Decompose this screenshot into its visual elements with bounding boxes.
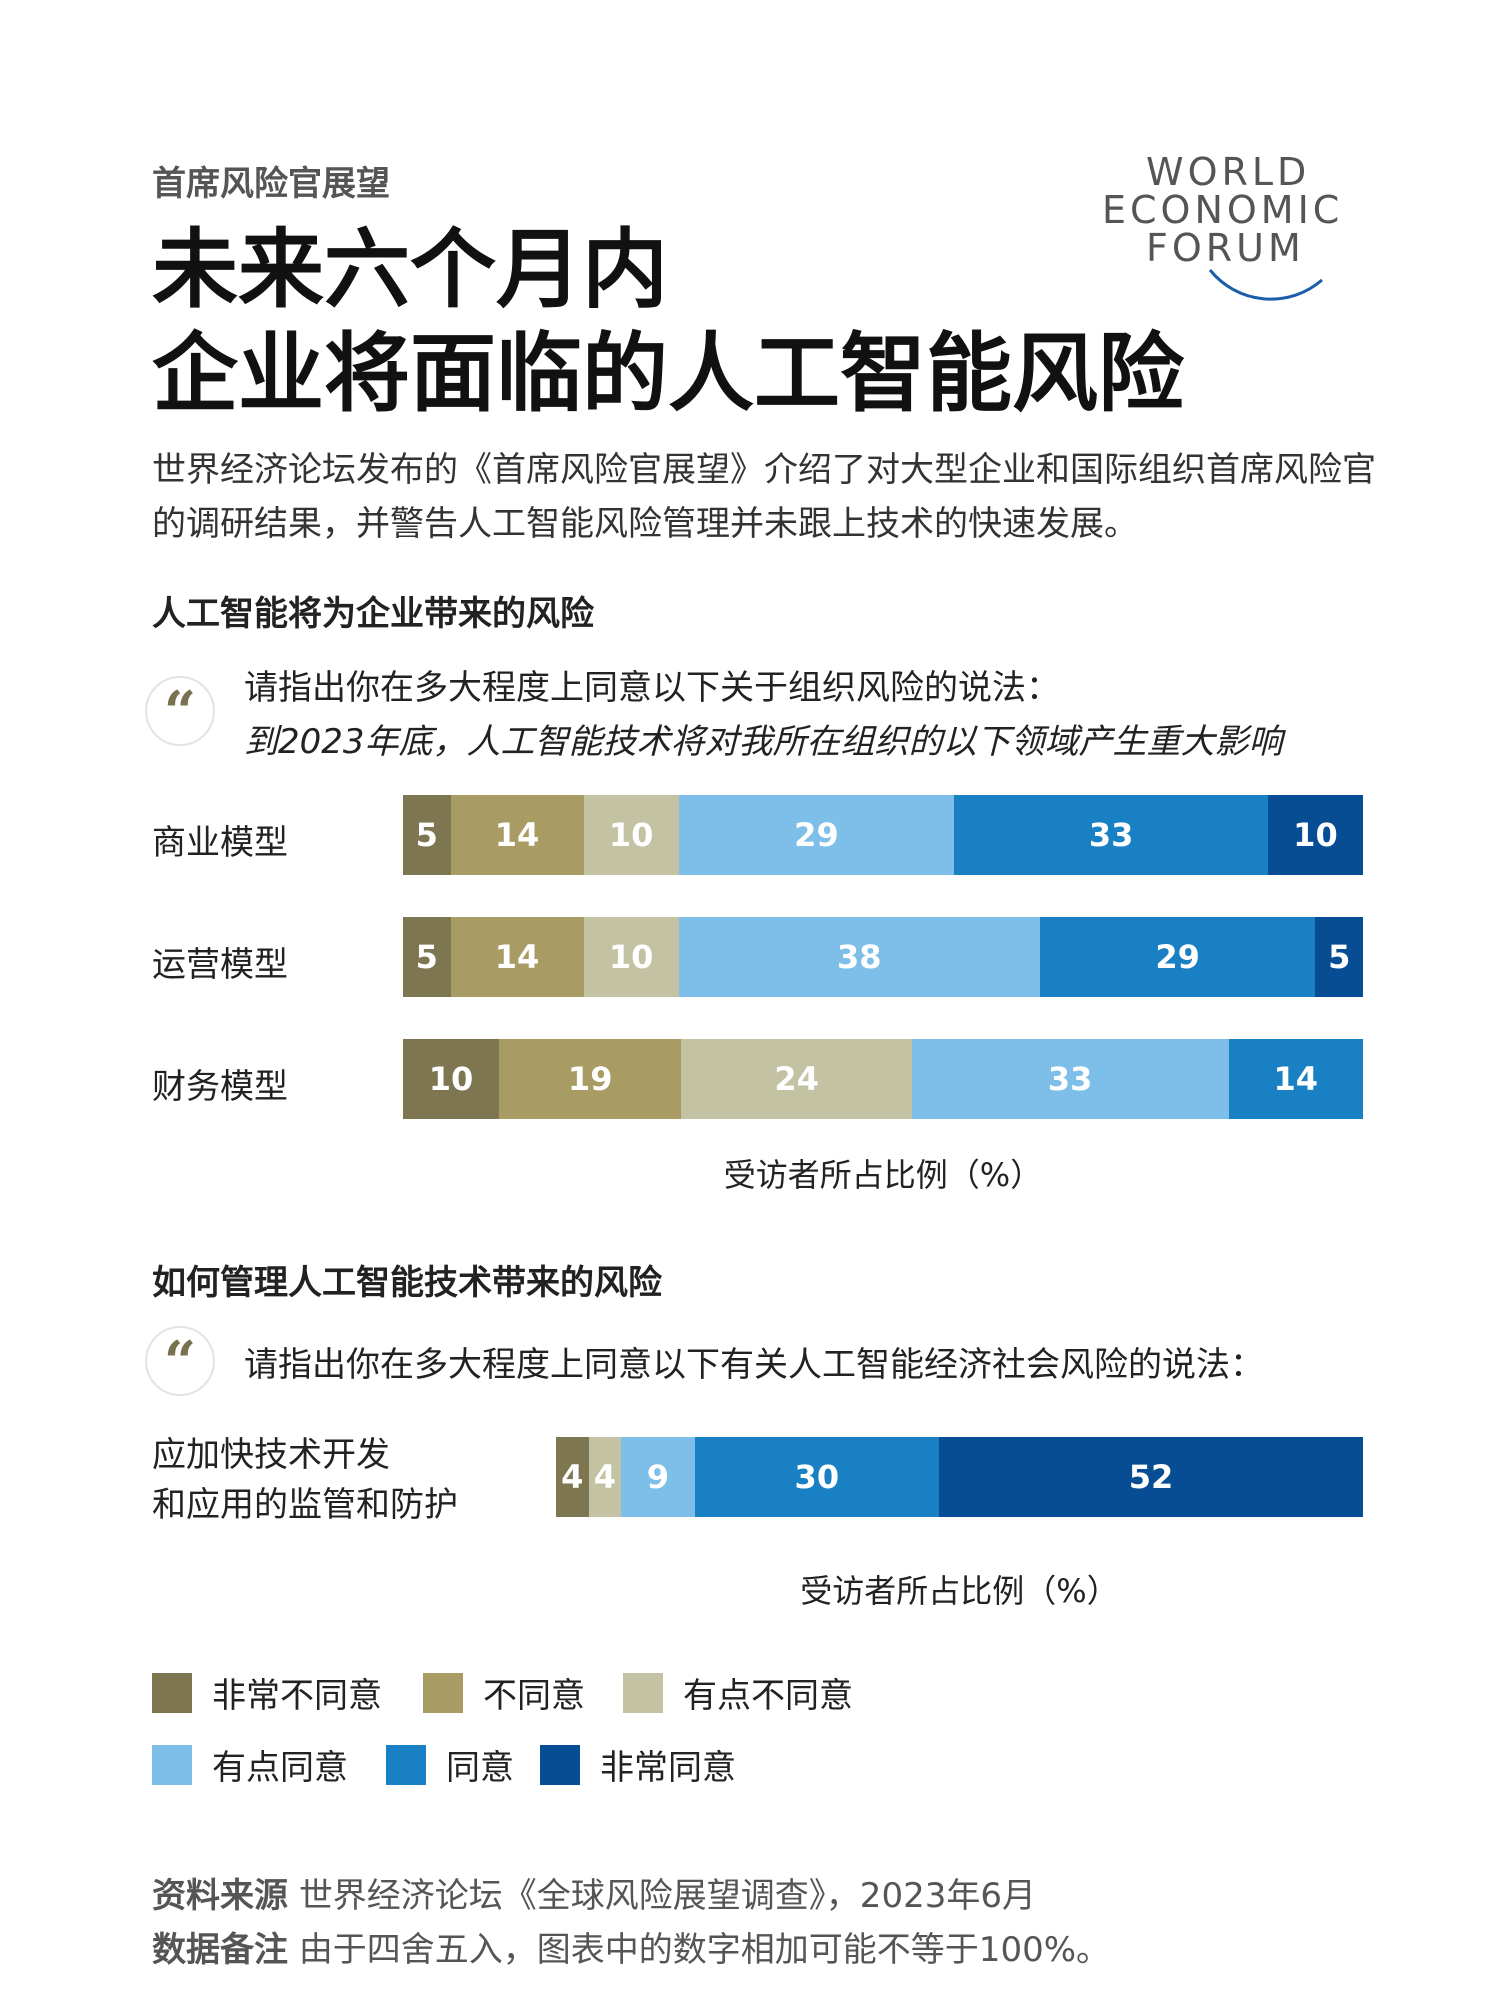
- bar-segment: 10: [583, 917, 679, 997]
- legend-strongly-disagree: 非常不同意: [152, 1668, 382, 1717]
- bar-segment: 33: [954, 795, 1268, 875]
- legend-swatch: [623, 1672, 663, 1713]
- row-label-regulation-line-2: 和应用的监管和防护: [152, 1485, 458, 1525]
- kicker: 首席风险官展望: [152, 164, 390, 204]
- bar-segment: 29: [1039, 917, 1316, 997]
- legend-swatch: [152, 1672, 192, 1713]
- title-line-2: 企业将面临的人工智能风险: [152, 324, 1184, 424]
- section-1-prompt-italic: 到2023年底，人工智能技术将对我所在组织的以下领域产生重大影响: [244, 722, 1283, 762]
- wef-logo: WORLD ECONOMIC FORUM: [1102, 150, 1372, 310]
- logo-arc: [1208, 269, 1323, 301]
- bar-segment: 5: [403, 795, 451, 875]
- legend-swatch: [540, 1744, 580, 1785]
- legend-disagree: 不同意: [423, 1668, 585, 1717]
- section-1-prompt: 请指出你在多大程度上同意以下关于组织风险的说法：: [244, 668, 1060, 708]
- logo-line-3: FORUM: [1146, 226, 1305, 270]
- bar-segment: 10: [1267, 795, 1363, 875]
- source-text: 世界经济论坛《全球风险展望调查》，2023年6月: [298, 1876, 1036, 1916]
- bar-segment: 30: [694, 1437, 940, 1517]
- source-line: 资料来源 世界经济论坛《全球风险展望调查》，2023年6月: [152, 1868, 1036, 1917]
- bar-regulation: 4 4 9 30 52: [556, 1437, 1363, 1517]
- section-1-title: 人工智能将为企业带来的风险: [152, 594, 594, 634]
- title-line-1: 未来六个月内: [152, 220, 668, 320]
- row-label-regulation-line-1: 应加快技术开发: [152, 1435, 390, 1475]
- row-label-operations: 运营模型: [152, 945, 288, 985]
- legend-strongly-agree: 非常同意: [540, 1740, 736, 1789]
- legend-label: 非常不同意: [212, 1676, 382, 1716]
- source-label: 资料来源: [152, 1876, 288, 1916]
- section-2-prompt: 请指出你在多大程度上同意以下有关人工智能经济社会风险的说法：: [244, 1345, 1264, 1385]
- bar-segment: 5: [403, 917, 451, 997]
- bar-segment: 10: [583, 795, 679, 875]
- intro-text: 世界经济论坛发布的《首席风险官展望》介绍了对大型企业和国际组织首席风险官的调研结…: [152, 450, 1376, 544]
- section-2-title: 如何管理人工智能技术带来的风险: [152, 1263, 662, 1303]
- quote-icon-1: “: [145, 676, 215, 746]
- bar-operations: 5 14 10 38 29 5: [403, 917, 1363, 997]
- legend-swatch: [386, 1744, 426, 1785]
- page-title: 未来六个月内 企业将面临的人工智能风险: [152, 218, 1184, 426]
- legend-swatch: [152, 1744, 192, 1785]
- legend-label: 非常同意: [600, 1748, 736, 1788]
- note-text: 由于四舍五入，图表中的数字相加可能不等于100%。: [298, 1930, 1111, 1970]
- bar-business: 5 14 10 29 33 10: [403, 795, 1363, 875]
- bar-segment: 14: [1228, 1039, 1363, 1119]
- legend-somewhat-agree: 有点同意: [152, 1740, 348, 1789]
- bar-segment: 9: [621, 1437, 695, 1517]
- bar-segment: 19: [499, 1039, 682, 1119]
- bar-segment: 52: [939, 1437, 1363, 1517]
- legend-swatch: [423, 1672, 463, 1713]
- bar-segment: 14: [450, 795, 584, 875]
- bar-segment: 10: [403, 1039, 499, 1119]
- axis-label-2: 受访者所占比例（%）: [800, 1572, 1119, 1610]
- bar-finance: 10 19 24 33 14: [403, 1039, 1363, 1119]
- note-line: 数据备注 由于四舍五入，图表中的数字相加可能不等于100%。: [152, 1922, 1110, 1971]
- bar-segment: 4: [588, 1437, 622, 1517]
- bar-segment: 24: [681, 1039, 912, 1119]
- legend-label: 有点不同意: [683, 1676, 853, 1716]
- row-label-regulation: 应加快技术开发 和应用的监管和防护: [152, 1430, 458, 1530]
- axis-label-1: 受访者所占比例（%）: [723, 1156, 1043, 1194]
- legend-agree: 同意: [386, 1740, 514, 1789]
- logo-line-2: ECONOMIC: [1102, 188, 1344, 232]
- logo-line-1: WORLD: [1146, 150, 1311, 194]
- bar-segment: 14: [450, 917, 584, 997]
- bar-segment: 5: [1315, 917, 1363, 997]
- bar-segment: 33: [911, 1039, 1229, 1119]
- row-label-finance: 财务模型: [152, 1067, 288, 1107]
- bar-segment: 4: [556, 1437, 589, 1517]
- legend-somewhat-disagree: 有点不同意: [623, 1668, 853, 1717]
- row-label-business: 商业模型: [152, 823, 288, 863]
- legend-label: 同意: [446, 1748, 514, 1788]
- note-label: 数据备注: [152, 1930, 288, 1970]
- legend-label: 有点同意: [212, 1748, 348, 1788]
- bar-segment: 38: [678, 917, 1040, 997]
- quote-icon-2: “: [145, 1326, 215, 1396]
- bar-segment: 29: [678, 795, 955, 875]
- legend-label: 不同意: [483, 1676, 585, 1716]
